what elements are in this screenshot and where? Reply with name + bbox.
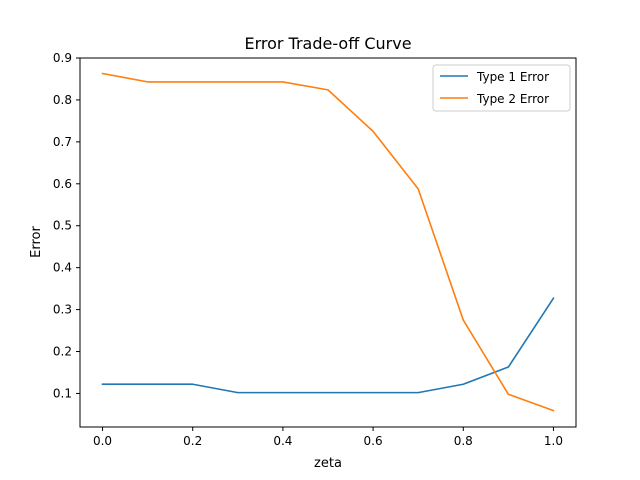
y-tick-label: 0.7 bbox=[53, 135, 72, 149]
y-tick-label: 0.6 bbox=[53, 177, 72, 191]
x-tick-label: 0.8 bbox=[454, 434, 473, 448]
y-tick-label: 0.5 bbox=[53, 219, 72, 233]
x-axis-label: zeta bbox=[314, 456, 342, 471]
y-axis-label: Error bbox=[29, 226, 44, 258]
plot-frame bbox=[79, 57, 577, 428]
x-tick-label: 0.4 bbox=[273, 434, 292, 448]
x-tick-label: 1.0 bbox=[544, 434, 563, 448]
y-tick-label: 0.8 bbox=[53, 93, 72, 107]
series-line-2 bbox=[101, 72, 555, 412]
legend-label-2: Type 2 Error bbox=[476, 92, 549, 106]
y-tick-label: 0.1 bbox=[53, 386, 72, 400]
series-line-1 bbox=[101, 297, 555, 394]
x-tick-label: 0.6 bbox=[364, 434, 383, 448]
y-tick-label: 0.9 bbox=[53, 51, 72, 65]
legend-label-1: Type 1 Error bbox=[476, 70, 549, 84]
x-tick-label: 0.2 bbox=[183, 434, 202, 448]
y-axis: 0.1 0.2 0.3 0.4 0.5 0.6 0.7 0.8 0.9 bbox=[53, 51, 80, 400]
legend: Type 1 Error Type 2 Error bbox=[432, 64, 571, 112]
x-axis: 0.0 0.2 0.4 0.6 0.8 1.0 bbox=[93, 427, 563, 448]
plot-lines bbox=[101, 72, 555, 412]
y-tick-label: 0.2 bbox=[53, 345, 72, 359]
y-tick-label: 0.4 bbox=[53, 261, 72, 275]
y-tick-label: 0.3 bbox=[53, 303, 72, 317]
chart-title: Error Trade-off Curve bbox=[244, 34, 411, 53]
x-tick-label: 0.0 bbox=[93, 434, 112, 448]
